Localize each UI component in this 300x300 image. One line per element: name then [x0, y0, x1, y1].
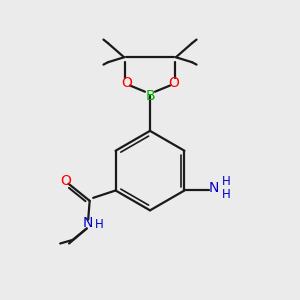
Text: H: H — [222, 175, 231, 188]
Text: B: B — [145, 88, 155, 103]
Text: N: N — [209, 181, 219, 194]
Text: H: H — [95, 218, 104, 231]
Text: N: N — [83, 216, 93, 230]
Text: O: O — [121, 76, 132, 90]
Text: H: H — [222, 188, 231, 200]
Text: O: O — [168, 76, 179, 90]
Text: O: O — [61, 174, 71, 188]
